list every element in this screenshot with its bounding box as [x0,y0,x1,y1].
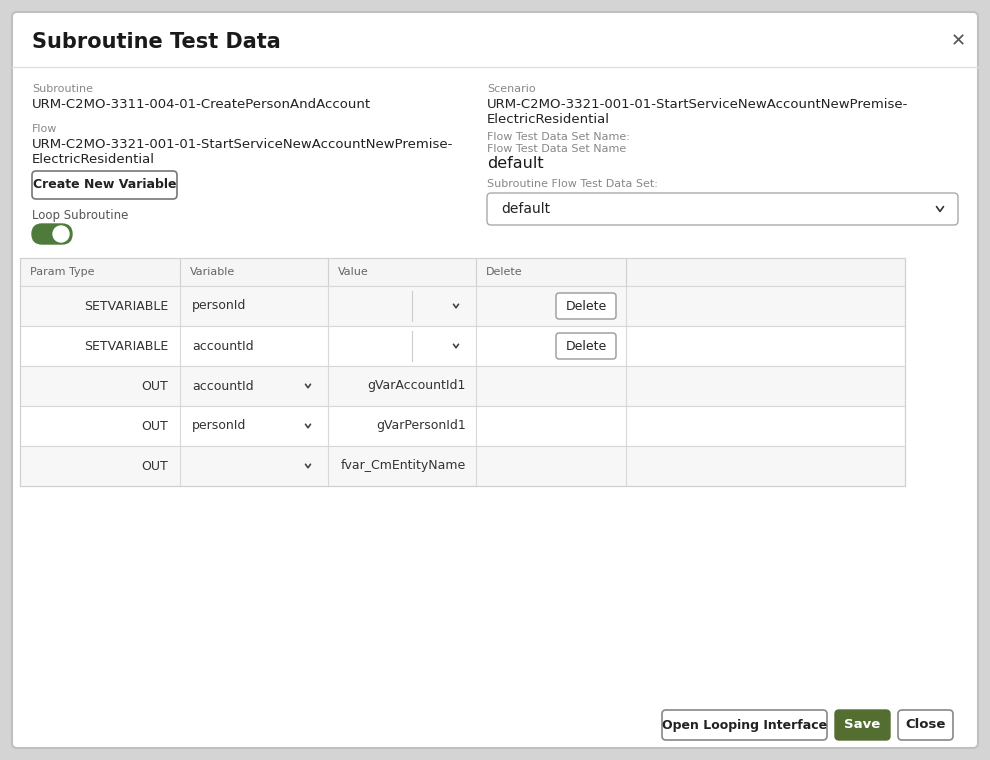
Text: Subroutine: Subroutine [32,84,93,94]
Text: SETVARIABLE: SETVARIABLE [84,340,168,353]
Text: OUT: OUT [142,420,168,432]
Text: URM-C2MO-3311-004-01-CreatePersonAndAccount: URM-C2MO-3311-004-01-CreatePersonAndAcco… [32,98,371,111]
Text: Flow: Flow [32,124,57,134]
Text: Close: Close [905,718,945,731]
Text: OUT: OUT [142,379,168,392]
Text: gVarPersonId1: gVarPersonId1 [376,420,466,432]
Text: Flow Test Data Set Name: Flow Test Data Set Name [487,144,627,154]
Text: personId: personId [192,299,247,312]
Text: accountId: accountId [192,340,253,353]
Bar [20,406,905,446]
FancyBboxPatch shape [487,193,958,225]
Text: default: default [501,202,550,216]
Text: Param Type: Param Type [30,267,94,277]
Text: ElectricResidential: ElectricResidential [487,113,610,126]
Text: personId: personId [192,420,247,432]
FancyBboxPatch shape [556,333,616,359]
Text: Subroutine Flow Test Data Set:: Subroutine Flow Test Data Set: [487,179,658,189]
Bar [20,258,905,286]
Circle shape [53,226,69,242]
Text: Loop Subroutine: Loop Subroutine [32,209,129,222]
Text: URM-C2MO-3321-001-01-StartServiceNewAccountNewPremise-: URM-C2MO-3321-001-01-StartServiceNewAcco… [487,98,909,111]
FancyBboxPatch shape [12,12,978,748]
Text: gVarAccountId1: gVarAccountId1 [367,379,466,392]
FancyBboxPatch shape [835,710,890,740]
Text: Scenario: Scenario [487,84,536,94]
Text: Value: Value [338,267,368,277]
Text: Subroutine Test Data: Subroutine Test Data [32,32,281,52]
Bar [20,366,905,406]
Text: URM-C2MO-3321-001-01-StartServiceNewAccountNewPremise-: URM-C2MO-3321-001-01-StartServiceNewAcco… [32,138,453,151]
Text: Variable: Variable [190,267,236,277]
FancyBboxPatch shape [32,224,72,244]
Text: Delete: Delete [486,267,523,277]
Bar [20,286,905,326]
Text: OUT: OUT [142,460,168,473]
Text: Delete: Delete [565,340,607,353]
Text: ElectricResidential: ElectricResidential [32,153,155,166]
Text: Create New Variable: Create New Variable [33,179,176,192]
Text: SETVARIABLE: SETVARIABLE [84,299,168,312]
FancyBboxPatch shape [662,710,827,740]
Text: default: default [487,156,544,171]
FancyBboxPatch shape [898,710,953,740]
Bar [20,326,905,366]
Text: ✕: ✕ [950,32,965,50]
Text: Delete: Delete [565,299,607,312]
Text: Save: Save [844,718,881,731]
Text: Flow Test Data Set Name:: Flow Test Data Set Name: [487,132,630,142]
Bar [20,446,905,486]
Text: Open Looping Interface: Open Looping Interface [662,718,827,731]
FancyBboxPatch shape [32,171,177,199]
Text: fvar_CmEntityName: fvar_CmEntityName [341,460,466,473]
FancyBboxPatch shape [556,293,616,319]
Text: accountId: accountId [192,379,253,392]
